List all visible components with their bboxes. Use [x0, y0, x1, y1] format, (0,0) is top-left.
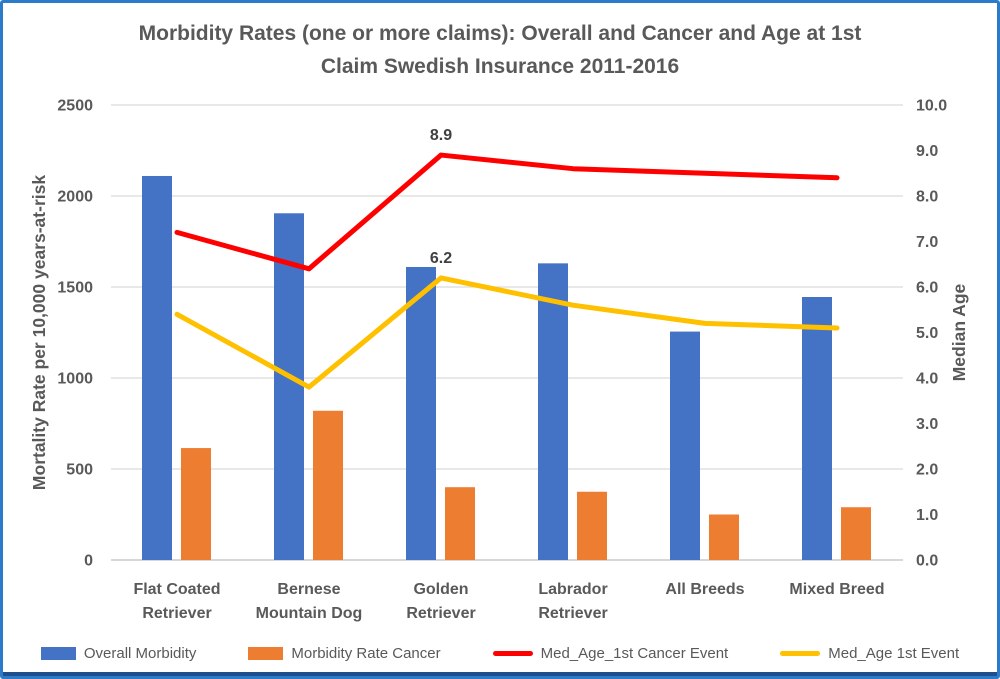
- x-axis-category-label: Retriever: [142, 605, 211, 622]
- bar-morbidity-rate-cancer: [313, 410, 343, 560]
- chart-title-line2: Claim Swedish Insurance 2011-2016: [320, 55, 680, 78]
- legend-label: Med_Age 1st Event: [828, 645, 960, 662]
- window-bottom-edge: [3, 672, 997, 676]
- x-axis-category-label: Retriever: [538, 605, 607, 622]
- bar-overall-morbidity: [274, 213, 304, 561]
- left-axis-tick-label: 2000: [57, 189, 93, 206]
- legend-item-med-age-1st-event: Med_Age 1st Event: [780, 645, 959, 662]
- right-axis-title: Median Age: [949, 283, 969, 381]
- legend-swatch-med-age-1st-cancer-event: [492, 651, 533, 656]
- x-axis-category-label: Retriever: [406, 605, 475, 622]
- right-axis-tick-label: 1.0: [916, 507, 938, 524]
- legend-item-med-age-1st-cancer-event: Med_Age_1st Cancer Event: [492, 645, 729, 662]
- right-axis-tick-label: 3.0: [916, 416, 938, 433]
- chart-plot-area: 0 500 1000 1500 2000 2500 0.0 1.0 2.0 3.0 4.0 5.0 6.…: [29, 98, 969, 623]
- legend-label: Med_Age_1st Cancer Event: [540, 645, 729, 662]
- left-axis-tick-label: 2500: [57, 98, 93, 115]
- right-axis-tick-label: 4.0: [916, 371, 938, 388]
- right-axis-tick-label: 0.0: [916, 553, 938, 570]
- x-axis-category-label: Labrador: [538, 581, 607, 598]
- bar-overall-morbidity: [538, 263, 568, 560]
- bar-morbidity-rate-cancer: [577, 491, 607, 560]
- right-axis-tick-label: 8.0: [916, 189, 938, 206]
- chart-legend: Overall Morbidity Morbidity Rate Cancer …: [3, 645, 997, 662]
- right-axis-tick-label: 6.0: [916, 280, 938, 297]
- legend-swatch-med-age-1st-event: [780, 651, 821, 656]
- data-label: 8.9: [430, 127, 452, 144]
- data-label: 6.2: [430, 250, 452, 267]
- right-axis-tick-label: 5.0: [916, 325, 938, 342]
- bar-overall-morbidity: [142, 175, 172, 561]
- legend-item-morbidity-rate-cancer: Morbidity Rate Cancer: [248, 645, 441, 662]
- right-axis-tick-label: 2.0: [916, 462, 938, 479]
- bar-morbidity-rate-cancer: [709, 514, 739, 560]
- legend-label: Overall Morbidity: [83, 645, 197, 662]
- legend-item-overall-morbidity: Overall Morbidity: [40, 645, 197, 662]
- right-axis-tick-label: 10.0: [916, 98, 947, 115]
- right-axis-tick-label: 7.0: [916, 234, 938, 251]
- bar-morbidity-rate-cancer: [445, 487, 475, 560]
- x-axis-category-label: Mountain Dog: [256, 605, 363, 622]
- x-axis-category-label: Golden: [413, 581, 468, 598]
- left-axis-tick-label: 1500: [57, 280, 93, 297]
- x-axis-category-label: All Breeds: [665, 581, 744, 598]
- line-med-age-1st-event: [174, 275, 840, 390]
- legend-label: Morbidity Rate Cancer: [291, 645, 441, 662]
- bar-overall-morbidity: [802, 297, 832, 560]
- bar-overall-morbidity: [406, 266, 436, 560]
- line-med-age-1st-cancer-event: [174, 152, 840, 272]
- bar-morbidity-rate-cancer: [181, 448, 211, 560]
- x-axis-category-label: Bernese: [277, 581, 340, 598]
- left-axis-tick-label: 500: [66, 462, 93, 479]
- bar-overall-morbidity: [670, 331, 700, 560]
- bar-morbidity-rate-cancer: [841, 507, 871, 560]
- x-axis-category-label: Mixed Breed: [789, 581, 884, 598]
- x-axis-category-label: Flat Coated: [133, 581, 220, 598]
- left-axis-title: Mortality Rate per 10,000 years-at-risk: [29, 175, 49, 490]
- left-axis-tick-label: 0: [84, 553, 93, 570]
- chart-title-line1: Morbidity Rates (one or more claims): Ov…: [138, 22, 862, 45]
- legend-swatch-overall-morbidity: [40, 647, 76, 660]
- chart-title: Morbidity Rates (one or more claims): Ov…: [3, 17, 997, 83]
- left-axis-tick-label: 1000: [57, 371, 93, 388]
- legend-swatch-morbidity-rate-cancer: [248, 647, 284, 660]
- right-axis-tick-label: 9.0: [916, 143, 938, 160]
